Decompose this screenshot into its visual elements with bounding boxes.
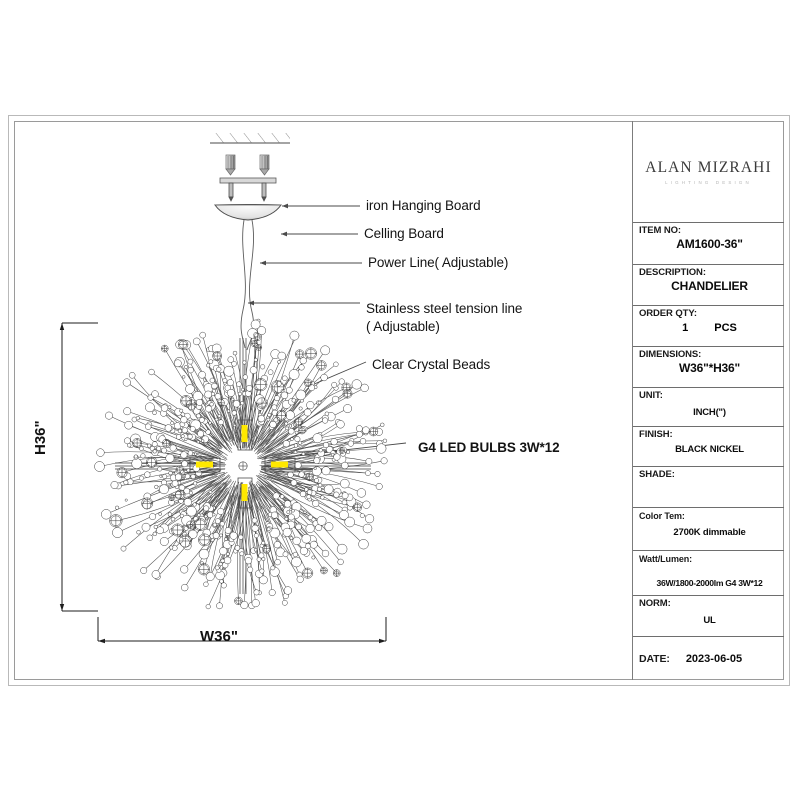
title-block-row-norm: NORM: UL [633, 596, 784, 638]
frame-inner-border [14, 121, 784, 680]
description-value: CHANDELIER [671, 279, 748, 294]
item-no-label: ITEM NO: [639, 225, 681, 237]
title-block-row-item-no: ITEM NO: AM1600-36" [633, 223, 784, 266]
title-block-row-description: DESCRIPTION: CHANDELIER [633, 265, 784, 306]
shade-label: SHADE: [639, 468, 675, 480]
title-block-row-color-temp: Color Tem: 2700K dimmable [633, 508, 784, 551]
brand-tagline: LIGHTING DESIGN [665, 179, 752, 185]
annotation-stainless-tension-line: Stainless steel tension line [366, 301, 523, 316]
title-block: ALAN MIZRAHI LIGHTING DESIGN ITEM NO: AM… [632, 121, 784, 680]
order-qty-label: ORDER QTY: [639, 307, 697, 319]
title-block-row-dimensions: DIMENSIONS: W36"*H36" [633, 347, 784, 388]
dimension-width-label: W36" [200, 628, 238, 645]
color-temp-label: Color Tem: [639, 510, 685, 521]
order-qty-unit: PCS [714, 321, 737, 334]
annotation-g4-led-bulbs: G4 LED BULBS 3W*12 [418, 440, 560, 455]
date-value: 2023-06-05 [685, 653, 743, 666]
unit-value: INCH(") [693, 406, 726, 418]
title-block-row-unit: UNIT: INCH(") [633, 388, 784, 428]
title-block-row-shade: SHADE: [633, 467, 784, 508]
unit-label: UNIT: [639, 389, 663, 401]
frame-outer-border [8, 115, 790, 686]
annotation-stainless-tension-line-adjustable: ( Adjustable) [366, 319, 440, 334]
item-no-value: AM1600-36" [676, 237, 743, 252]
finish-value: BLACK NICKEL [675, 444, 744, 456]
dimensions-label: DIMENSIONS: [639, 348, 702, 360]
annotation-clear-crystal-beads: Clear Crystal Beads [372, 357, 491, 372]
annotation-iron-hanging-board: iron Hanging Board [366, 198, 481, 213]
dimensions-value: W36"*H36" [679, 360, 740, 375]
description-label: DESCRIPTION: [639, 267, 706, 279]
title-block-row-finish: FINISH: BLACK NICKEL [633, 427, 784, 467]
norm-value: UL [703, 614, 716, 626]
brand-name: ALAN MIZRAHI [645, 158, 772, 176]
order-qty-value-line: 1 PCS [639, 320, 780, 336]
order-qty-value: 1 [682, 321, 689, 334]
title-block-row-date: DATE: 2023-06-05 [633, 637, 784, 680]
watt-lumen-value: 36W/1800-2000lm G4 3W*12 [656, 577, 763, 588]
annotation-power-line: Power Line( Adjustable) [368, 255, 509, 270]
watt-lumen-label: Watt/Lumen: [639, 553, 693, 564]
brand-logo: ALAN MIZRAHI LIGHTING DESIGN [633, 121, 784, 224]
finish-label: FINISH: [639, 429, 673, 441]
norm-label: NORM: [639, 597, 671, 609]
annotation-celling-board: Celling Board [364, 226, 444, 241]
title-block-row-watt-lumen: Watt/Lumen: 36W/1800-2000lm G4 3W*12 [633, 551, 784, 596]
date-label: DATE: [639, 653, 670, 666]
title-block-row-order-qty: ORDER QTY: 1 PCS [633, 306, 784, 347]
color-temp-value: 2700K dimmable [673, 526, 746, 538]
